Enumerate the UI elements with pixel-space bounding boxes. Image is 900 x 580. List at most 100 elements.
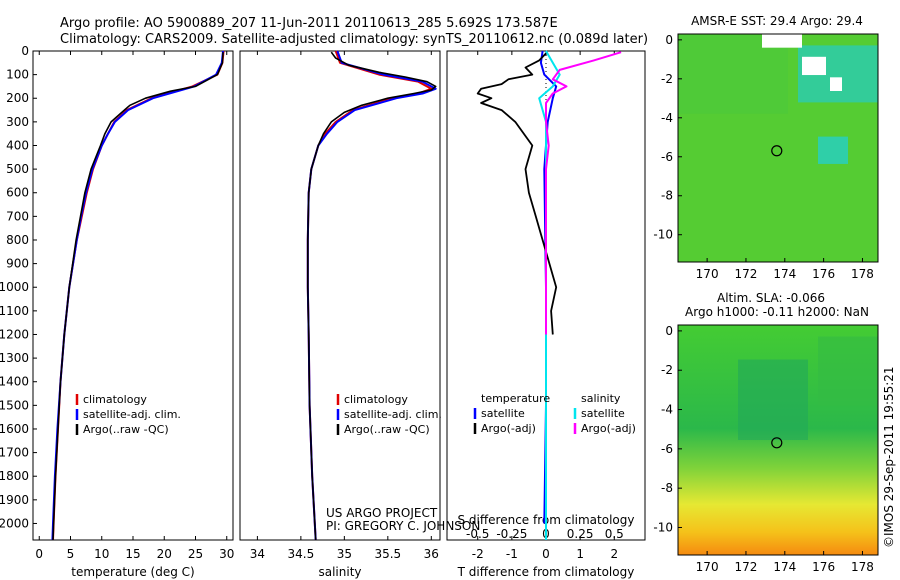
sla-map-frame [677,324,879,556]
temperature-legend-label: Argo(..raw -QC) [83,423,169,436]
sst-map-x-tick-label: 176 [812,267,835,281]
tdiff-legend-label: Argo(-adj) [481,422,536,435]
temperature-x-tick-label: 10 [94,547,109,561]
depth-tick-label: 1200 [0,327,29,341]
sla-map-x-tick-label: 174 [773,560,796,574]
pi-annotation: PI: GREGORY C. JOHNSON [326,519,480,533]
depth-tick-label: 1900 [0,493,29,507]
depth-tick-label: 900 [6,257,29,271]
tdiff-xlabel: T difference from climatology [457,565,635,579]
sst-map-patch-east [818,136,848,164]
salinity-x-tick-label: 35 [337,547,352,561]
temperature-axes-frame [32,50,234,541]
sla-map-x-tick-label: 170 [696,560,719,574]
temperature-x-tick-label: 15 [125,547,140,561]
depth-tick-label: 1600 [0,422,29,436]
sst-map-y-tick-label: -4 [661,111,673,125]
sst-map-missing-data [762,34,802,48]
sla-map-patch-east [818,336,878,406]
difference-series-t_satellite [539,50,558,524]
tdiff-x-tick-label: 0 [542,547,550,561]
figure-title-line2: Climatology: CARS2009. Satellite-adjuste… [60,32,648,47]
temperature-xlabel: temperature (deg C) [71,565,194,579]
sst-map-y-tick-label: -10 [653,228,673,242]
temperature-series-satellite [51,50,224,541]
depth-tick-label: 700 [6,209,29,223]
sla-map-y-tick-label: -8 [661,481,673,495]
temperature-profile-chart: 0100200300400500600700800900100011001200… [0,44,234,579]
sla-map-y-tick-label: -2 [661,363,673,377]
depth-tick-label: 500 [6,162,29,176]
sdiff-legend-title: salinity [581,392,621,405]
temperature-x-tick-label: 25 [188,547,203,561]
depth-tick-label: 1100 [0,304,29,318]
temperature-x-tick-label: 30 [219,547,234,561]
sla-map-y-tick-label: 0 [665,324,673,338]
sst-map-y-tick-label: 0 [665,33,673,47]
tdiff-x-tick-label: -1 [506,547,518,561]
salinity-x-tick-label: 34 [250,547,265,561]
tdiff-x-tick-label: -2 [472,547,484,561]
temperature-legend-label: satellite-adj. clim. [83,408,181,421]
sst-map-x-tick-label: 178 [851,267,874,281]
tdiff-x-tick-label: 1 [576,547,584,561]
temperature-legend-label: climatology [83,393,147,406]
salinity-legend-label: Argo(..raw -QC) [344,423,430,436]
sla-map-y-tick-label: -4 [661,403,673,417]
difference-profile-chart: -2 -1 0 1 2-0.5 -0.25 0 0.25 0.5S difference fro… [446,50,646,579]
salinity-legend-label: satellite-adj. clim. [344,408,442,421]
depth-tick-label: 1000 [0,280,29,294]
sla-map-argo-location-marker [771,437,783,449]
depth-tick-label: 1500 [0,398,29,412]
sla-map-x-tick-label: 176 [812,560,835,574]
sdiff-tick-label: -0.5 [466,527,489,541]
salinity-series-climatology [306,50,433,541]
temperature-series-climatology [52,50,225,541]
temperature-x-tick-label: 0 [35,547,43,561]
tdiff-legend-title: temperature [481,392,550,405]
credit-text: ©IMOS 29-Sep-2011 19:55:21 [882,366,896,548]
depth-tick-label: 1800 [0,469,29,483]
sla-map-y-tick-label: -10 [653,520,673,534]
sst-map-x-tick-label: 174 [773,267,796,281]
depth-tick-label: 0 [21,44,29,58]
depth-tick-label: 1400 [0,375,29,389]
salinity-series-argo [307,51,437,541]
salinity-legend-label: climatology [344,393,408,406]
tdiff-legend-label: satellite [481,407,525,420]
salinity-x-tick-label: 36 [424,547,439,561]
sla-map-title-line2: Argo h1000: -0.11 h2000: NaN [685,305,869,319]
depth-tick-label: 100 [6,68,29,82]
depth-tick-label: 1300 [0,351,29,365]
sst-map-y-tick-label: -2 [661,72,673,86]
depth-tick-label: 800 [6,233,29,247]
sdiff-legend-label: satellite [581,407,625,420]
difference-series-t_argo [476,52,558,335]
depth-tick-label: 2000 [0,516,29,530]
sst-map-title: AMSR-E SST: 29.4 Argo: 29.4 [691,14,863,28]
depth-tick-label: 400 [6,138,29,152]
temperature-x-tick-label: 5 [67,547,75,561]
sst-map-missing-data [802,56,826,76]
difference-series-s_argo [545,51,622,335]
sla-map-low-patch [738,359,808,440]
sst-map-argo-location-marker [771,145,783,157]
temperature-series-argo [52,52,224,541]
depth-tick-label: 200 [6,91,29,105]
sla-map-x-tick-label: 178 [851,560,874,574]
salinity-profile-chart: 34 34.5 35 35.5 36 salinity climatology satelli… [239,50,480,579]
project-annotation: US ARGO PROJECT [326,506,438,520]
salinity-xlabel: salinity [318,565,361,579]
sst-map-y-tick-label: -8 [661,189,673,203]
sst-map-missing-data [830,77,842,91]
depth-tick-label: 1700 [0,446,29,460]
sst-map-y-tick-label: -6 [661,150,673,164]
temperature-x-tick-label: 20 [157,547,172,561]
figure-title-line1: Argo profile: AO 5900889_207 11-Jun-2011… [60,16,558,31]
sdiff-tick-label: 0.5 [605,527,624,541]
salinity-axes-frame [239,50,441,541]
difference-series-s_satellite [538,50,561,540]
salinity-series-satellite [306,50,437,541]
